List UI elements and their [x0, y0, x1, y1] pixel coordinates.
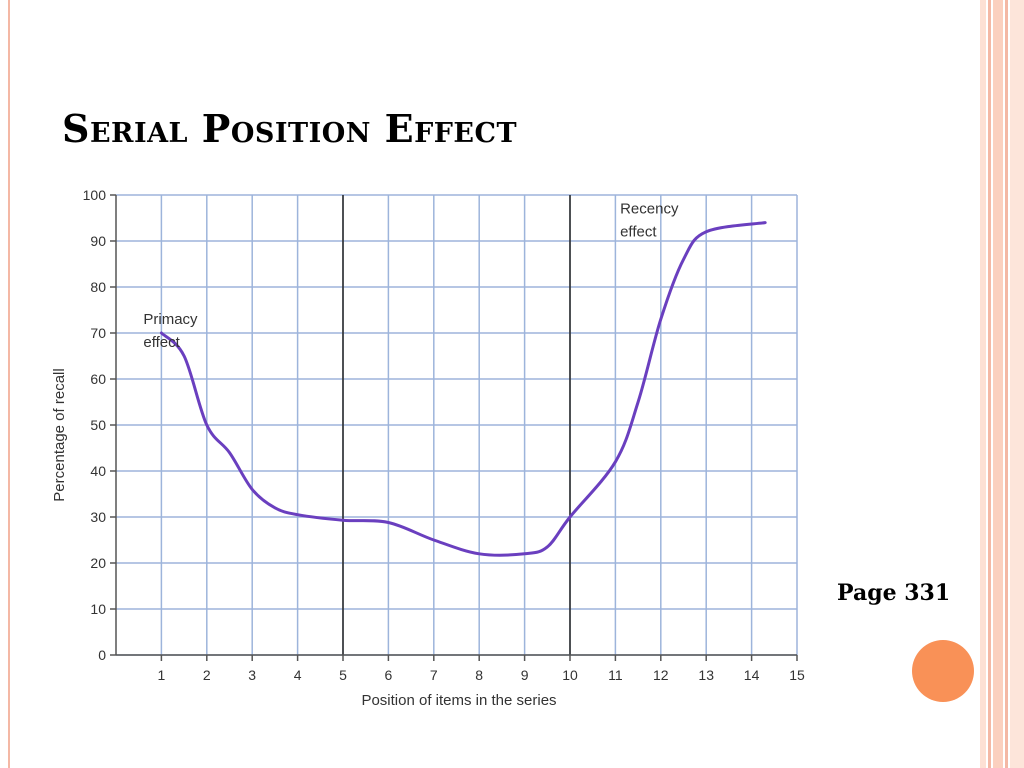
- page-reference: Page 331: [837, 580, 951, 606]
- x-tick-label: 5: [339, 667, 347, 683]
- y-tick-label: 10: [90, 601, 106, 617]
- chart-annotations: Primacy effect Recency effect: [143, 200, 679, 350]
- y-tick-label: 50: [90, 417, 106, 433]
- x-tick-label: 1: [158, 667, 166, 683]
- orange-circle-decoration: [912, 640, 974, 702]
- x-tick-label: 14: [744, 667, 760, 683]
- slide-title: Serial Position Effect: [62, 106, 518, 151]
- chart-annotation: Primacy effect: [143, 311, 198, 351]
- chart-series: [159, 221, 767, 557]
- y-tick-label: 70: [90, 325, 106, 341]
- left-frame-border: [0, 0, 10, 768]
- y-axis-title: Percentage of recall: [51, 368, 68, 501]
- x-tick-label: 15: [789, 667, 805, 683]
- x-tick-label: 13: [698, 667, 714, 683]
- x-tick-label: 8: [475, 667, 483, 683]
- chart-annotation: Recency effect: [620, 200, 679, 240]
- x-tick-label: 3: [248, 667, 256, 683]
- annotation-line: effect: [143, 334, 180, 351]
- x-tick-label: 11: [608, 667, 623, 683]
- x-tick-label: 2: [203, 667, 211, 683]
- annotation-line: effect: [620, 223, 657, 240]
- y-tick-label: 90: [90, 233, 106, 249]
- recall-curve: [159, 221, 767, 557]
- x-tick-label: 4: [294, 667, 302, 683]
- x-axis-title: Position of items in the series: [361, 692, 556, 709]
- y-tick-label: 40: [90, 463, 106, 479]
- annotation-line: Recency: [620, 200, 679, 217]
- right-frame-stripes: [980, 0, 1024, 768]
- x-tick-label: 10: [562, 667, 578, 683]
- y-tick-label: 80: [90, 279, 106, 295]
- chart-gridlines: [116, 194, 798, 656]
- y-tick-label: 20: [90, 555, 106, 571]
- y-tick-label: 0: [98, 647, 106, 663]
- chart-vertical-dividers: [342, 195, 571, 655]
- x-tick-label: 6: [385, 667, 393, 683]
- x-tick-label: 9: [521, 667, 529, 683]
- y-tick-label: 100: [83, 187, 107, 203]
- y-tick-label: 30: [90, 509, 106, 525]
- x-tick-label: 12: [653, 667, 669, 683]
- x-tick-label: 7: [430, 667, 438, 683]
- annotation-line: Primacy: [143, 311, 198, 328]
- y-tick-label: 60: [90, 371, 106, 387]
